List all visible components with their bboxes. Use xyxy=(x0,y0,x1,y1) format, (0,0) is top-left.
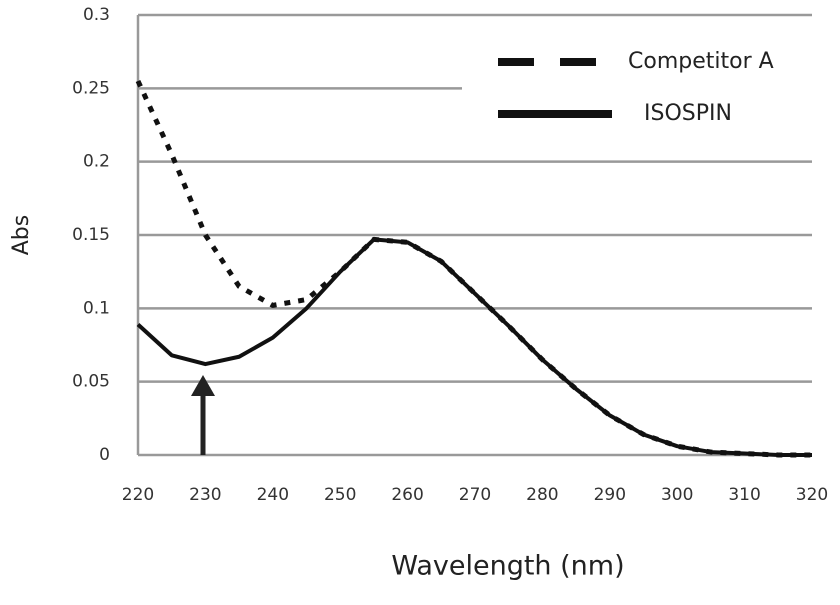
x-tick-label: 270 xyxy=(459,485,491,505)
legend-background xyxy=(462,38,812,138)
y-tick-label: 0 xyxy=(99,445,110,465)
line xyxy=(135,79,812,458)
x-tick-label: 290 xyxy=(594,485,626,505)
y-tick-label: 0.3 xyxy=(83,5,110,25)
x-tick-label: 220 xyxy=(122,485,154,505)
legend-label: ISOSPIN xyxy=(644,101,732,126)
y-tick-label: 0.05 xyxy=(72,372,110,392)
x-tick-label: 230 xyxy=(189,485,221,505)
line xyxy=(136,237,812,457)
x-tick-label: 300 xyxy=(661,485,693,505)
y-tick-label: 0.2 xyxy=(83,152,110,172)
x-axis-label: Wavelength (nm) xyxy=(391,551,624,582)
x-tick-label: 240 xyxy=(257,485,289,505)
legend: Competitor A ISOSPIN xyxy=(462,38,812,138)
x-tick-label: 250 xyxy=(324,485,356,505)
x-tick-label: 320 xyxy=(796,485,828,505)
y-tick-label: 0.15 xyxy=(72,225,110,245)
arrow xyxy=(191,375,215,455)
arrow-head xyxy=(191,375,215,396)
legend-label: Competitor A xyxy=(628,49,774,74)
y-axis-label: Abs xyxy=(9,215,34,255)
x-tick-label: 260 xyxy=(391,485,423,505)
x-tick-label: 280 xyxy=(526,485,558,505)
y-tick-label: 0.25 xyxy=(72,78,110,98)
plot: 0 0.05 0.1 0.15 0.2 0.25 0.3 220 230 240 250 260 270… xyxy=(72,5,828,505)
y-tick-label: 0.1 xyxy=(83,298,110,318)
x-tick-label: 310 xyxy=(728,485,760,505)
